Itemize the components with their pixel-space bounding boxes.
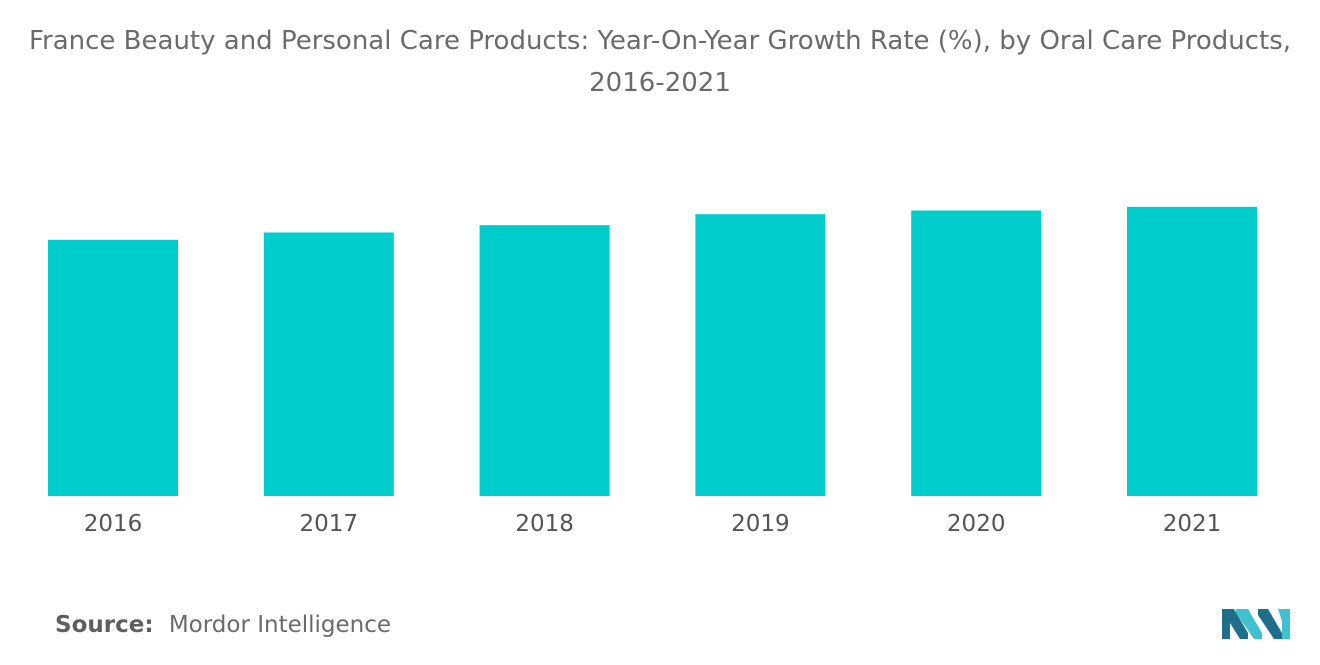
bar-chart: 2016 2017 2018 2019 2020 2021 (48, 206, 1257, 537)
x-tick-label-2020: 2020 (947, 511, 1006, 537)
chart-title: France Beauty and Personal Care Products… (28, 26, 1292, 98)
bar-2019 (695, 214, 826, 496)
bar-2016 (48, 239, 178, 497)
bar-2021 (1127, 206, 1257, 497)
source-text: Mordor Intelligence (168, 612, 392, 638)
bars-group (48, 206, 1257, 497)
x-axis-ticks: 2016 2017 2018 2019 2020 2021 (84, 511, 1222, 537)
mordor-intelligence-logo-icon (1222, 609, 1290, 639)
x-tick-label-2017: 2017 (300, 511, 359, 537)
x-tick-label-2018: 2018 (515, 511, 574, 537)
source-line: Source: Mordor Intelligence (55, 612, 391, 638)
x-tick-label-2021: 2021 (1163, 511, 1222, 537)
bar-2018 (479, 225, 610, 496)
bar-2017 (263, 232, 394, 497)
bar-2020 (911, 210, 1042, 496)
x-tick-label-2019: 2019 (731, 511, 790, 537)
source-label: Source: (55, 612, 154, 638)
x-tick-label-2016: 2016 (84, 511, 143, 537)
